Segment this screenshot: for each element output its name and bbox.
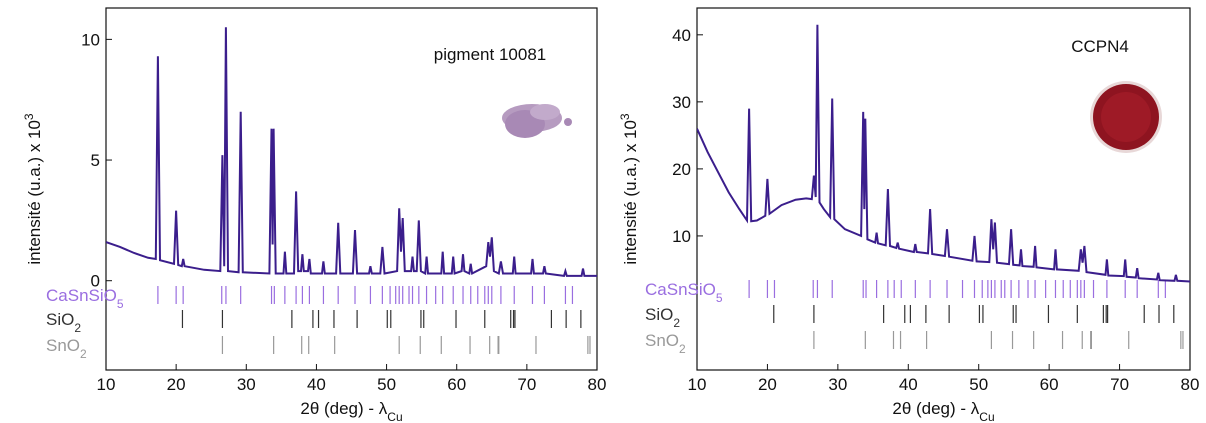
phase-label: SnO2 — [645, 331, 686, 356]
y-tick-label: 5 — [91, 151, 100, 170]
x-tick-label: 20 — [758, 375, 777, 394]
y-axis-label-superscript: 3 — [618, 113, 632, 120]
y-axis-label-superscript: 3 — [22, 113, 36, 120]
x-axis-label: 2θ (deg) - λCu — [892, 399, 994, 423]
chart: 10 20 30 40 50 60 70 80 10 20 30 40 2θ (deg) - λCu in… — [618, 7, 1200, 423]
phase-subscript: 2 — [673, 316, 680, 330]
phase-subscript: 2 — [74, 321, 81, 335]
y-axis-label: intensité (u.a.) x 103 — [22, 113, 44, 265]
phase-subscript: 5 — [117, 297, 124, 311]
phase-subscript: 5 — [716, 291, 723, 305]
x-tick-label: 70 — [517, 375, 536, 394]
data-line — [106, 27, 597, 278]
phase-subscript: 2 — [679, 342, 686, 356]
y-tick-label: 0 — [91, 272, 100, 291]
y-tick-label: 30 — [672, 93, 691, 112]
x-tick-label: 10 — [97, 375, 116, 394]
chart: 10 20 30 40 50 60 70 80 0 5 10 2θ (deg) - λCu intens… — [22, 7, 607, 423]
x-axis-label-text: 2θ (deg) - λ — [892, 399, 979, 418]
y-axis-label-text: intensité (u.a.) x 10 — [621, 120, 640, 265]
phase-label: CaSnSiO5 — [645, 280, 723, 305]
x-tick-label: 80 — [588, 375, 607, 394]
phase-label: SnO2 — [46, 336, 87, 361]
x-tick-label: 40 — [307, 375, 326, 394]
phase-label: SiO2 — [645, 305, 680, 330]
phase-name: SiO — [645, 305, 673, 324]
x-axis-label-text: 2θ (deg) - λ — [300, 399, 387, 418]
sample-image — [1090, 81, 1162, 153]
y-tick-label: 10 — [81, 30, 100, 49]
plot-frame — [105, 7, 598, 371]
x-axis-label-subscript: Cu — [979, 410, 994, 423]
x-axis-label: 2θ (deg) - λCu — [300, 399, 402, 423]
x-tick-label: 70 — [1110, 375, 1129, 394]
phase-name: SnO — [645, 331, 679, 350]
y-tick-label: 40 — [672, 26, 691, 45]
data-line — [697, 24, 1190, 283]
x-tick-label: 60 — [447, 375, 466, 394]
x-tick-label: 40 — [899, 375, 918, 394]
x-tick-label: 30 — [237, 375, 256, 394]
x-tick-label: 30 — [828, 375, 847, 394]
x-tick-label: 20 — [167, 375, 186, 394]
phase-name: SiO — [46, 310, 74, 329]
y-tick-label: 20 — [672, 160, 691, 179]
phase-name: CaSnSiO — [46, 286, 117, 305]
x-tick-label: 60 — [1040, 375, 1059, 394]
phase-name: SnO — [46, 336, 80, 355]
plot-frame — [696, 7, 1191, 371]
phase-label: CaSnSiO5 — [46, 286, 124, 311]
annotation: CCPN4 — [1071, 37, 1129, 56]
phase-subscript: 2 — [80, 347, 87, 361]
x-tick-label: 50 — [377, 375, 396, 394]
phase-label: SiO2 — [46, 310, 81, 335]
x-axis-label-subscript: Cu — [387, 410, 402, 423]
annotation: pigment 10081 — [434, 45, 546, 64]
x-tick-label: 80 — [1181, 375, 1200, 394]
y-axis-label-text: intensité (u.a.) x 10 — [25, 120, 44, 265]
y-tick-label: 10 — [672, 227, 691, 246]
phase-name: CaSnSiO — [645, 280, 716, 299]
sample-image — [502, 104, 572, 138]
x-tick-label: 50 — [969, 375, 988, 394]
y-axis-label: intensité (u.a.) x 103 — [618, 113, 640, 265]
x-tick-label: 10 — [688, 375, 707, 394]
